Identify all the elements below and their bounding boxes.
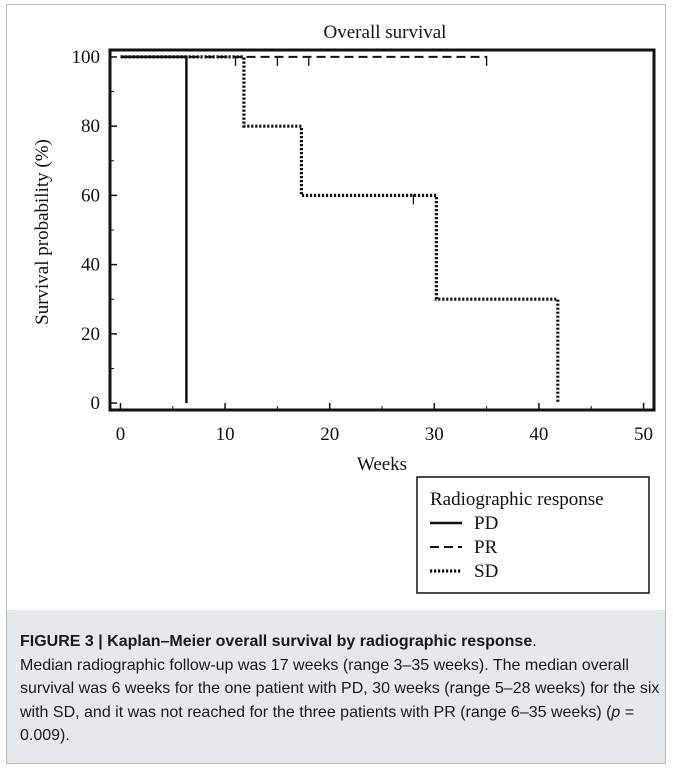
x-tick-label: 30 xyxy=(425,424,444,445)
caption-title-end: . xyxy=(532,633,537,650)
legend-label-sd: SD xyxy=(474,561,498,582)
y-tick-label: 0 xyxy=(91,393,101,414)
y-tick-label: 20 xyxy=(81,324,100,345)
plot-frame xyxy=(108,48,656,412)
y-tick-label: 100 xyxy=(72,47,101,68)
caption-title: FIGURE 3 | Kaplan–Meier overall survival… xyxy=(20,633,533,650)
legend: Radiographic response PD PR SD xyxy=(416,476,650,594)
x-tick-label: 50 xyxy=(634,424,653,445)
caption-background xyxy=(7,610,665,763)
legend-title: Radiographic response xyxy=(430,489,604,510)
legend-label-pd: PD xyxy=(474,513,498,534)
figure-caption: FIGURE 3 | Kaplan–Meier overall survival… xyxy=(20,630,660,748)
caption-body: Median radiographic follow-up was 17 wee… xyxy=(20,656,660,721)
legend-label-pr: PR xyxy=(474,537,498,558)
x-tick-label: 10 xyxy=(216,424,235,445)
y-axis-label: Survival probability (%) xyxy=(32,139,53,325)
series-pd-line xyxy=(120,55,188,404)
km-chart: Overall survival 0 10 20 30 40 50 0 20 40 60 80 100… xyxy=(32,22,656,594)
x-tick-label: 20 xyxy=(320,424,339,445)
legend-box xyxy=(416,476,650,594)
y-tick-label: 40 xyxy=(81,255,100,276)
x-tick-label: 0 xyxy=(116,424,126,445)
caption-body-end: = 0.009). xyxy=(20,703,635,745)
x-tick-label: 40 xyxy=(529,424,548,445)
chart-title: Overall survival xyxy=(324,22,447,43)
y-tick-label: 60 xyxy=(81,185,100,206)
y-tick-label: 80 xyxy=(81,116,100,137)
x-axis-label: Weeks xyxy=(357,454,407,475)
caption-p-symbol: p xyxy=(611,703,621,721)
